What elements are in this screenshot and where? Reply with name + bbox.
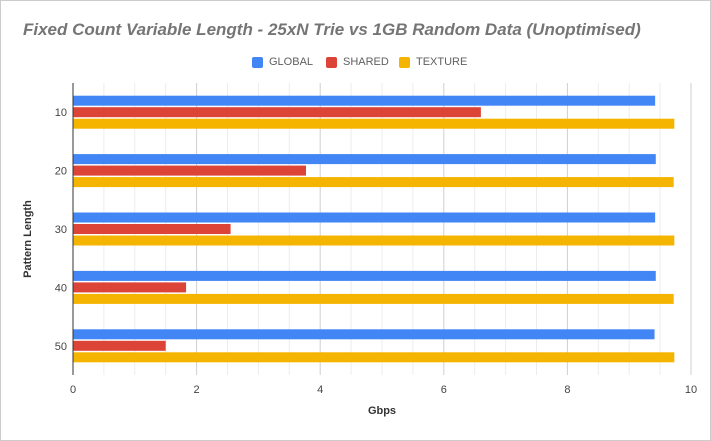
legend-label-global: GLOBAL: [269, 56, 314, 68]
x-tick-label: 2: [194, 384, 200, 396]
chart-legend: GLOBAL SHARED TEXTURE: [1, 56, 711, 70]
bar-global-20: [73, 154, 656, 165]
legend-swatch-shared: [326, 57, 337, 68]
bar-global-30: [73, 212, 656, 223]
x-tick-label: 6: [441, 384, 447, 396]
y-axis-label: Pattern Length: [22, 200, 34, 278]
x-tick-label: 10: [685, 384, 697, 396]
legend-swatch-texture: [399, 57, 410, 68]
x-tick-label: 4: [317, 384, 323, 396]
bar-texture-10: [73, 118, 675, 129]
x-axis-label: Gbps: [367, 405, 397, 417]
legend-swatch-global: [252, 57, 263, 68]
bar-shared-20: [73, 165, 306, 176]
y-tick-label: 40: [55, 282, 67, 294]
bar-texture-20: [73, 177, 674, 188]
bar-shared-10: [73, 107, 481, 118]
bar-shared-30: [73, 224, 231, 234]
y-tick-label: 50: [55, 341, 67, 353]
x-tick-label: 0: [70, 384, 76, 396]
bar-shared-40: [73, 282, 187, 293]
chart-title: Fixed Count Variable Length - 25xN Trie …: [23, 20, 641, 39]
bar-shared-50: [73, 340, 166, 351]
bar-global-10: [73, 95, 656, 106]
y-tick-label: 10: [55, 107, 67, 119]
bar-global-40: [73, 270, 656, 281]
y-tick-label: 30: [55, 224, 67, 236]
bar-global-50: [73, 329, 655, 340]
legend-label-shared: SHARED: [343, 56, 389, 68]
legend-label-texture: TEXTURE: [416, 56, 468, 68]
bar-texture-40: [73, 293, 674, 304]
bar-texture-50: [73, 352, 675, 363]
y-tick-label: 20: [55, 166, 67, 178]
bar-texture-30: [73, 235, 675, 246]
x-tick-label: 8: [564, 384, 570, 396]
